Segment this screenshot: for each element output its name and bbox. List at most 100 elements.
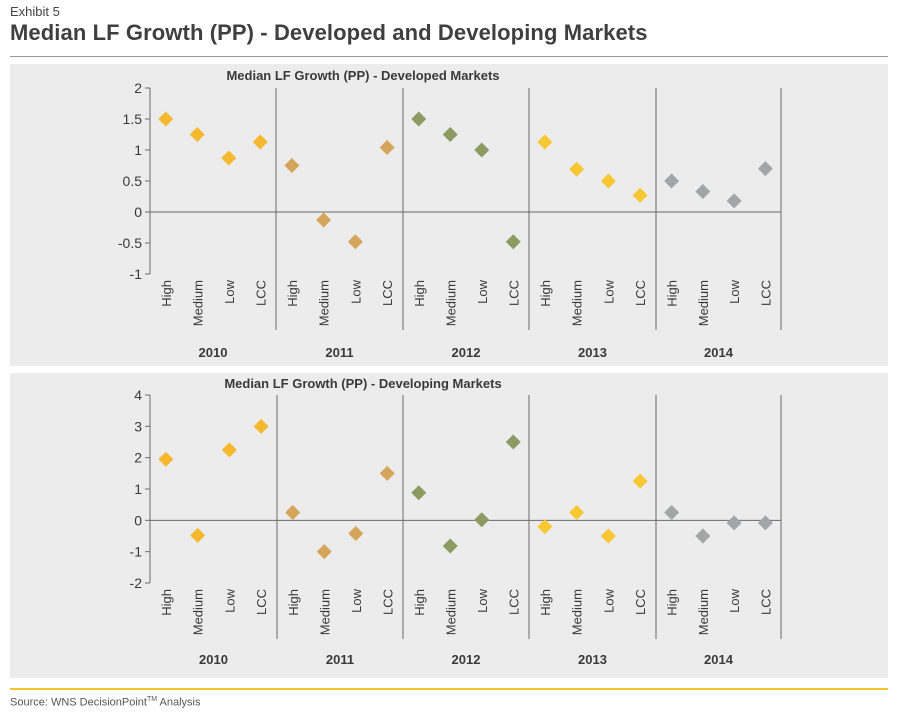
category-label-medium: Medium bbox=[317, 589, 332, 635]
category-label-medium: Medium bbox=[191, 589, 206, 635]
category-label-low: Low bbox=[601, 279, 616, 303]
data-point-2011-lcc bbox=[379, 465, 395, 481]
category-label-high: High bbox=[285, 280, 300, 307]
category-label-high: High bbox=[538, 589, 553, 616]
data-point-2010-low bbox=[221, 442, 237, 458]
y-tick-label: 0.5 bbox=[123, 173, 143, 189]
category-label-low: Low bbox=[727, 588, 742, 612]
category-label-high: High bbox=[286, 589, 301, 616]
category-label-medium: Medium bbox=[443, 280, 458, 326]
y-tick-label: 4 bbox=[134, 387, 142, 403]
data-point-2012-lcc bbox=[505, 234, 521, 250]
category-label-lcc: LCC bbox=[380, 280, 395, 306]
data-point-2012-medium bbox=[442, 127, 458, 142]
category-label-lcc: LCC bbox=[506, 280, 521, 306]
data-point-2012-high bbox=[411, 111, 427, 127]
category-label-low: Low bbox=[727, 279, 742, 303]
group-label-2012: 2012 bbox=[452, 652, 481, 667]
category-label-high: High bbox=[412, 589, 427, 616]
group-label-2014: 2014 bbox=[704, 345, 734, 360]
data-point-2014-high bbox=[664, 173, 680, 189]
category-label-high: High bbox=[159, 589, 174, 616]
category-label-high: High bbox=[159, 280, 174, 307]
data-point-2014-medium bbox=[695, 184, 711, 200]
chart-title: Median LF Growth (PP) - Developed Market… bbox=[226, 68, 499, 83]
data-point-2010-medium bbox=[190, 527, 206, 543]
y-tick-label: -0.5 bbox=[118, 235, 142, 251]
page-title: Median LF Growth (PP) - Developed and De… bbox=[10, 20, 648, 45]
group-label-2011: 2011 bbox=[326, 652, 354, 667]
category-label-lcc: LCC bbox=[633, 589, 648, 615]
data-point-2013-lcc bbox=[632, 187, 648, 203]
category-label-low: Low bbox=[348, 279, 363, 303]
y-tick-label: -2 bbox=[130, 575, 143, 591]
y-tick-label: 1.5 bbox=[123, 111, 143, 127]
y-tick-label: -1 bbox=[130, 544, 143, 560]
exhibit-label: Exhibit 5 bbox=[10, 4, 60, 19]
source-trademark: TM bbox=[146, 696, 158, 703]
data-point-2011-low bbox=[347, 234, 363, 250]
category-label-medium: Medium bbox=[190, 280, 205, 326]
category-label-low: Low bbox=[222, 588, 237, 612]
data-point-2010-high bbox=[158, 111, 174, 127]
data-point-2013-medium bbox=[569, 161, 585, 177]
category-label-lcc: LCC bbox=[758, 280, 773, 306]
category-label-low: Low bbox=[222, 279, 237, 303]
data-point-2013-medium bbox=[569, 505, 585, 520]
data-point-2014-medium bbox=[695, 528, 711, 544]
data-point-2012-low bbox=[474, 142, 490, 158]
data-point-2010-lcc bbox=[252, 134, 268, 150]
category-label-lcc: LCC bbox=[633, 280, 648, 306]
data-point-2012-low bbox=[474, 512, 490, 528]
y-tick-label: -1 bbox=[130, 266, 143, 282]
data-point-2014-lcc bbox=[757, 161, 773, 177]
group-label-2010: 2010 bbox=[199, 345, 228, 360]
source-note: Source: WNS DecisionPointTM Analysis bbox=[10, 696, 200, 709]
group-label-2011: 2011 bbox=[325, 345, 353, 360]
source-prefix: Source: WNS DecisionPoint bbox=[10, 696, 147, 709]
group-label-2013: 2013 bbox=[578, 345, 607, 360]
y-tick-label: 0 bbox=[134, 512, 142, 528]
category-label-low: Low bbox=[475, 588, 490, 612]
y-tick-label: 1 bbox=[134, 142, 142, 158]
group-label-2012: 2012 bbox=[452, 345, 481, 360]
category-label-lcc: LCC bbox=[380, 589, 395, 615]
developing-markets-panel: Median LF Growth (PP) - Developing Marke… bbox=[10, 373, 888, 678]
category-label-lcc: LCC bbox=[758, 589, 773, 615]
category-label-high: High bbox=[665, 589, 680, 616]
category-label-medium: Medium bbox=[570, 589, 585, 635]
data-point-2013-lcc bbox=[632, 473, 648, 489]
y-tick-label: 0 bbox=[134, 204, 142, 220]
group-label-2014: 2014 bbox=[704, 652, 734, 667]
category-label-low: Low bbox=[349, 588, 364, 612]
group-label-2010: 2010 bbox=[199, 652, 228, 667]
developing-markets-chart: Median LF Growth (PP) - Developing Marke… bbox=[130, 376, 782, 667]
category-label-lcc: LCC bbox=[506, 589, 521, 615]
data-point-2014-low bbox=[726, 515, 742, 531]
data-point-2013-high bbox=[537, 519, 553, 535]
data-point-2011-medium bbox=[316, 544, 332, 560]
category-label-medium: Medium bbox=[443, 589, 458, 635]
data-point-2012-medium bbox=[442, 538, 458, 554]
developed-markets-panel: Median LF Growth (PP) - Developed Market… bbox=[10, 64, 888, 366]
data-point-2013-low bbox=[600, 528, 616, 544]
data-point-2010-medium bbox=[189, 127, 205, 142]
y-tick-label: 2 bbox=[134, 450, 142, 466]
data-point-2011-high bbox=[284, 158, 300, 173]
data-point-2010-lcc bbox=[253, 418, 269, 434]
category-label-high: High bbox=[665, 280, 680, 307]
category-label-low: Low bbox=[475, 279, 490, 303]
data-point-2010-low bbox=[221, 150, 237, 166]
y-tick-label: 2 bbox=[134, 80, 142, 96]
data-point-2012-lcc bbox=[505, 434, 521, 450]
category-label-high: High bbox=[538, 280, 553, 307]
title-divider bbox=[10, 56, 888, 57]
category-label-medium: Medium bbox=[570, 280, 585, 326]
footer-divider bbox=[10, 688, 888, 690]
category-label-medium: Medium bbox=[696, 589, 711, 635]
data-point-2013-low bbox=[600, 173, 616, 189]
y-tick-label: 3 bbox=[134, 418, 142, 434]
data-point-2014-lcc bbox=[757, 515, 773, 531]
data-point-2011-medium bbox=[316, 212, 332, 228]
data-point-2014-high bbox=[664, 505, 680, 520]
